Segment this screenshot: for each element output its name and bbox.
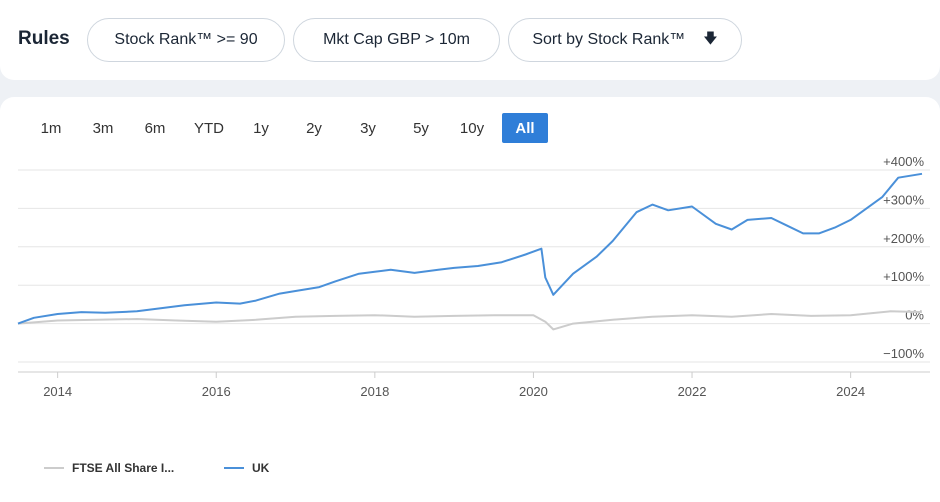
y-axis-tick-labels: +400% +300% +200% +100% 0% −100% xyxy=(883,154,924,361)
range-button-all[interactable]: All xyxy=(502,113,548,143)
x-tick-label: 2014 xyxy=(43,384,72,399)
x-tick-label: 2018 xyxy=(360,384,389,399)
legend-item[interactable]: FTSE All Share I... xyxy=(44,458,174,478)
series-lines xyxy=(17,172,923,331)
range-button-5y[interactable]: 5y xyxy=(413,119,429,137)
range-button-ytd[interactable]: YTD xyxy=(194,119,224,137)
y-tick-label: 0% xyxy=(905,308,924,323)
range-button-3y[interactable]: 3y xyxy=(360,119,376,137)
range-button-1y[interactable]: 1y xyxy=(253,119,269,137)
market-cap-filter-button[interactable]: Mkt Cap GBP > 10m xyxy=(293,18,500,62)
stock-rank-filter-label: Stock Rank™ >= 90 xyxy=(114,31,258,48)
y-tick-label: +400% xyxy=(883,154,924,169)
x-tick-label: 2020 xyxy=(519,384,548,399)
market-cap-filter-label: Mkt Cap GBP > 10m xyxy=(323,31,470,48)
legend-swatch xyxy=(44,467,64,469)
legend-swatch xyxy=(224,467,244,469)
series-line-uk xyxy=(17,172,923,325)
x-tick-label: 2022 xyxy=(678,384,707,399)
sort-label: Sort by Stock Rank™ xyxy=(532,31,686,48)
legend-label: FTSE All Share I... xyxy=(72,461,175,475)
x-tick-label: 2016 xyxy=(202,384,231,399)
y-tick-label: +100% xyxy=(883,269,924,284)
range-button-2y[interactable]: 2y xyxy=(306,119,322,137)
x-axis-tick-labels: 2014 2016 2018 2020 2022 2024 xyxy=(18,371,930,399)
arrow-down-icon: 🡇 xyxy=(703,30,718,46)
y-tick-label: −100% xyxy=(883,346,924,361)
series-line-ftse-all-share-i xyxy=(17,310,923,331)
range-button-3m[interactable]: 3m xyxy=(92,119,114,137)
y-tick-label: +300% xyxy=(883,192,924,207)
range-button-6m[interactable]: 6m xyxy=(144,119,166,137)
grid-lines xyxy=(18,169,930,363)
legend-item[interactable]: UK xyxy=(224,458,269,478)
rules-title: Rules xyxy=(18,28,70,49)
sort-button[interactable]: Sort by Stock Rank™ 🡇 xyxy=(508,18,742,62)
range-button-10y[interactable]: 10y xyxy=(459,119,485,137)
y-tick-label: +200% xyxy=(883,231,924,246)
stock-rank-filter-button[interactable]: Stock Rank™ >= 90 xyxy=(87,18,285,62)
rules-panel: Rules Stock Rank™ >= 90 Mkt Cap GBP > 10… xyxy=(0,0,940,80)
legend-label: UK xyxy=(252,461,270,475)
chart-panel xyxy=(0,97,940,502)
x-tick-label: 2024 xyxy=(836,384,865,399)
range-button-1m[interactable]: 1m xyxy=(40,119,62,137)
